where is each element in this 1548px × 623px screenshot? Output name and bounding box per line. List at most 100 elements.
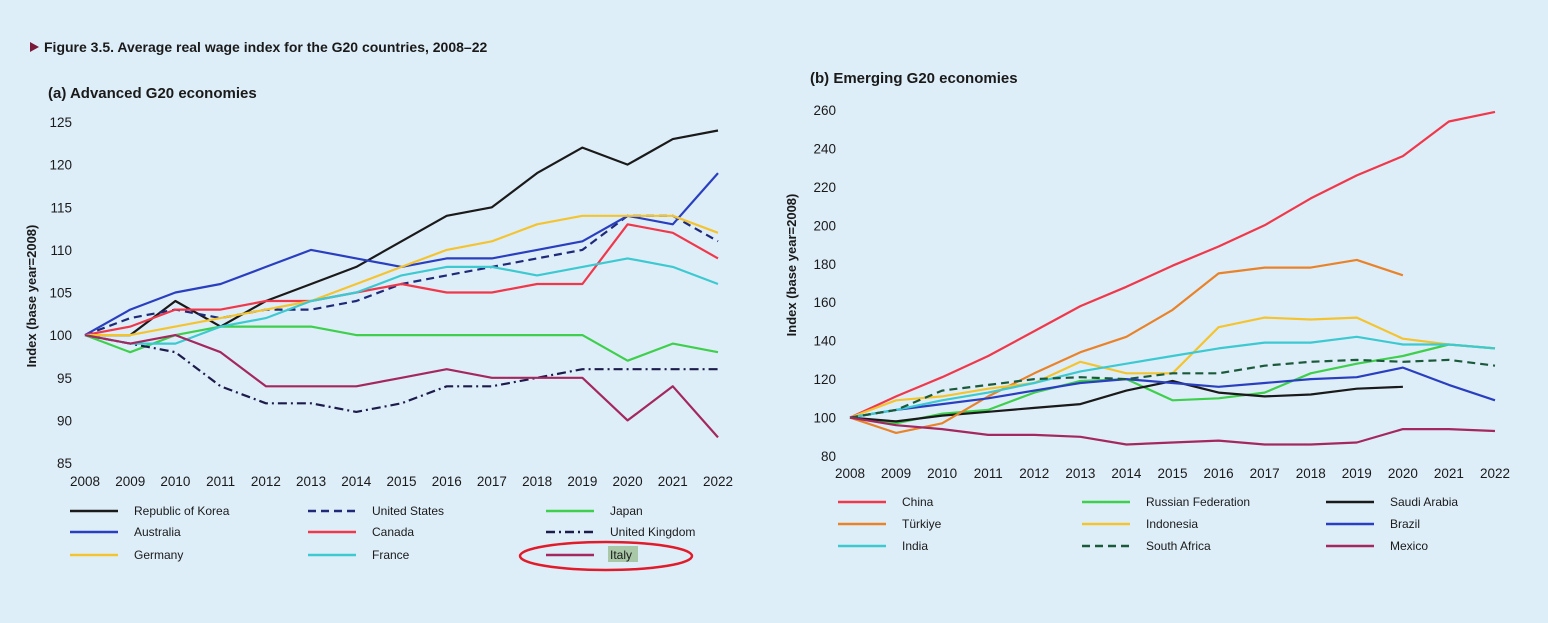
y-tick-label: 260 <box>813 103 836 118</box>
panel-b-y-ticks: 80 100 120 140 160 180 200 220 240 260 <box>813 103 836 464</box>
x-tick-label: 2013 <box>296 474 326 489</box>
x-tick-label: 2014 <box>341 474 372 489</box>
x-tick-label: 2020 <box>613 474 643 489</box>
x-tick-label: 2008 <box>70 474 100 489</box>
x-tick-label: 2017 <box>1250 466 1280 481</box>
x-tick-label: 2020 <box>1388 466 1418 481</box>
y-tick-label: 180 <box>813 257 836 272</box>
legend-item-united-kingdom: United Kingdom <box>546 525 695 539</box>
y-tick-label: 120 <box>49 158 72 173</box>
legend-item-france: France <box>308 548 410 562</box>
panel-a-series <box>84 129 719 439</box>
series-line-south-africa <box>849 358 1496 419</box>
panel-a-legend: Republic of Korea United States Japan Austr… <box>70 504 695 572</box>
x-tick-label: 2016 <box>1204 466 1234 481</box>
x-tick-label: 2009 <box>881 466 911 481</box>
x-tick-label: 2009 <box>115 474 145 489</box>
legend-label: United Kingdom <box>610 525 695 539</box>
x-tick-label: 2018 <box>1296 466 1326 481</box>
x-tick-label: 2012 <box>1019 466 1049 481</box>
y-tick-label: 120 <box>813 372 836 387</box>
legend-item-china: China <box>838 495 934 509</box>
highlight-ellipse <box>518 540 694 572</box>
legend-item-russian-federation: Russian Federation <box>1082 495 1250 509</box>
legend-item-mexico: Mexico <box>1326 539 1428 553</box>
y-tick-label: 220 <box>813 180 836 195</box>
x-tick-label: 2014 <box>1111 466 1142 481</box>
series-line-russian-federation <box>849 343 1496 425</box>
panel-b-series <box>849 110 1496 446</box>
y-tick-label: 200 <box>813 218 836 233</box>
y-tick-label: 85 <box>57 456 72 471</box>
legend-label: South Africa <box>1146 539 1211 553</box>
legend-label: Russian Federation <box>1146 495 1250 509</box>
x-tick-label: 2015 <box>386 474 416 489</box>
title-marker-icon <box>30 42 39 52</box>
series-line-turkiye <box>849 258 1404 434</box>
panel-advanced: (a) Advanced G20 economies 85 90 95 100 105 1… <box>24 85 733 572</box>
x-tick-label: 2010 <box>160 474 190 489</box>
legend-label: India <box>902 539 928 553</box>
series-line-japan <box>84 325 719 362</box>
panel-a-y-ticks: 85 90 95 100 105 110 115 120 125 <box>49 115 72 471</box>
panel-b-title: (b) Emerging G20 economies <box>810 70 1018 87</box>
y-tick-label: 105 <box>49 286 72 301</box>
series-line-mexico <box>849 416 1496 446</box>
legend-label: United States <box>372 504 444 518</box>
legend-label: China <box>902 495 934 509</box>
legend-label: Brazil <box>1390 517 1420 531</box>
x-tick-label: 2022 <box>703 474 733 489</box>
legend-label: Saudi Arabia <box>1390 495 1458 509</box>
legend-label: Germany <box>134 548 183 562</box>
legend-item-united-states: United States <box>308 504 444 518</box>
y-tick-label: 140 <box>813 334 836 349</box>
legend-item-brazil: Brazil <box>1326 517 1420 531</box>
figure-title: Figure 3.5. Average real wage index for … <box>44 39 487 55</box>
legend-item-germany: Germany <box>70 548 183 562</box>
series-line-canada <box>84 223 719 337</box>
x-tick-label: 2019 <box>1342 466 1372 481</box>
legend-label: Japan <box>610 504 643 518</box>
legend-item-canada: Canada <box>308 525 414 539</box>
panel-b-x-ticks: 2008 2009 2010 2011 2012 2013 2014 2015 2016 2017… <box>835 466 1510 481</box>
y-tick-label: 95 <box>57 371 72 386</box>
series-line-germany <box>85 214 719 337</box>
series-line-brazil <box>849 366 1496 419</box>
x-tick-label: 2011 <box>974 466 1003 481</box>
series-line-republic-of-korea <box>85 129 719 337</box>
x-tick-label: 2016 <box>432 474 462 489</box>
legend-item-republic-of-korea: Republic of Korea <box>70 504 230 518</box>
panel-b-legend: China Russian Federation Saudi Arabia Türki… <box>838 495 1458 553</box>
y-tick-label: 160 <box>813 295 836 310</box>
series-line-italy <box>84 334 719 439</box>
y-tick-label: 80 <box>821 449 836 464</box>
x-tick-label: 2011 <box>206 474 235 489</box>
legend-item-turkiye: Türkiye <box>838 517 942 531</box>
legend-label: Australia <box>134 525 181 539</box>
legend-item-australia: Australia <box>70 525 181 539</box>
series-line-saudi-arabia <box>849 379 1403 423</box>
y-tick-label: 240 <box>813 141 836 156</box>
y-tick-label: 125 <box>49 115 72 130</box>
legend-item-italy: Italy <box>518 540 694 572</box>
legend-label: Türkiye <box>902 517 942 531</box>
y-tick-label: 90 <box>57 413 72 428</box>
series-line-india <box>849 335 1496 419</box>
panel-b-y-label: Index (base year=2008) <box>784 194 799 337</box>
y-tick-label: 110 <box>50 243 72 258</box>
x-tick-label: 2015 <box>1157 466 1187 481</box>
x-tick-label: 2019 <box>567 474 597 489</box>
x-tick-label: 2022 <box>1480 466 1510 481</box>
legend-item-south-africa: South Africa <box>1082 539 1211 553</box>
x-tick-label: 2010 <box>927 466 957 481</box>
legend-label: Canada <box>372 525 414 539</box>
panel-a-x-ticks: 2008 2009 2010 2011 2012 2013 2014 2015 2016 2017… <box>70 474 733 489</box>
legend-label: Indonesia <box>1146 517 1198 531</box>
legend-item-saudi-arabia: Saudi Arabia <box>1326 495 1458 509</box>
y-tick-label: 100 <box>49 328 72 343</box>
legend-item-india: India <box>838 539 928 553</box>
x-tick-label: 2008 <box>835 466 865 481</box>
x-tick-label: 2021 <box>1434 466 1464 481</box>
